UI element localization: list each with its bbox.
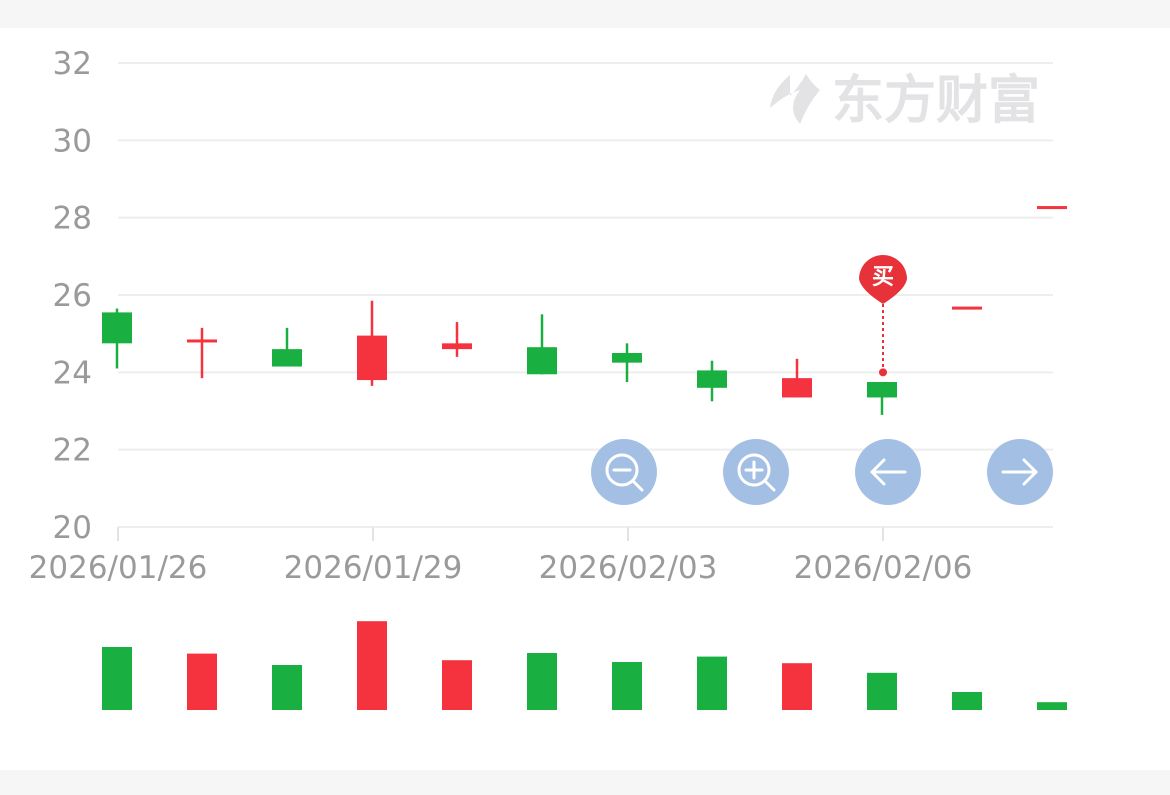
volume-bar <box>782 663 812 710</box>
volume-bar <box>952 692 982 710</box>
volume-bar <box>187 653 217 710</box>
buy-marker-dot <box>879 368 887 377</box>
x-tick-label: 2026/02/06 <box>794 550 973 586</box>
buy-marker-badge <box>859 255 907 304</box>
volume-bars <box>102 621 1067 710</box>
candle-body <box>187 339 217 343</box>
y-tick-label: 32 <box>53 46 92 82</box>
volume-bar <box>1037 702 1067 710</box>
x-tick-label: 2026/01/26 <box>29 550 208 586</box>
y-tick-label: 28 <box>53 201 92 237</box>
candle-body <box>867 382 897 398</box>
volume-bar <box>527 653 557 710</box>
prev-button[interactable] <box>855 439 921 505</box>
x-tick-label: 2026/02/03 <box>539 550 718 586</box>
candle <box>612 343 642 382</box>
candle-body <box>102 312 132 344</box>
arrow-left-icon <box>870 458 907 486</box>
candle-body <box>697 370 727 388</box>
candle-body <box>1037 206 1067 210</box>
candle <box>952 306 982 310</box>
candle <box>782 358 812 398</box>
y-tick-label: 24 <box>53 355 92 391</box>
candles <box>102 206 1067 415</box>
candle-body <box>272 349 302 367</box>
watermark: 东方财富 <box>770 71 1040 131</box>
candle <box>697 360 727 402</box>
y-tick-label: 20 <box>53 510 92 546</box>
candle <box>442 322 472 357</box>
top-bar <box>0 0 1170 28</box>
candle <box>1037 206 1067 210</box>
next-button[interactable] <box>987 439 1053 505</box>
zoom-in-icon <box>737 453 776 492</box>
volume-bar <box>867 672 897 710</box>
candle-body <box>782 378 812 398</box>
candle-body <box>527 347 557 375</box>
volume-bar <box>357 621 387 710</box>
candle <box>187 327 217 379</box>
x-axis: 2026/01/26 2026/01/29 2026/02/03 2026/02/06 <box>29 526 1053 586</box>
volume-bar <box>697 656 727 710</box>
volume-bar <box>442 660 472 710</box>
candle <box>357 300 387 386</box>
x-tick-label: 2026/01/29 <box>284 550 463 586</box>
y-tick-label: 22 <box>53 433 92 469</box>
zoom-out-icon <box>605 453 644 492</box>
watermark-text: 东方财富 <box>832 71 1040 131</box>
buy-marker-label: 买 <box>872 265 894 290</box>
chart-panel <box>0 28 1170 770</box>
candle-body <box>612 353 642 363</box>
watermark-logo-icon <box>770 74 820 124</box>
zoom-in-button[interactable] <box>723 439 789 505</box>
volume-bar <box>102 647 132 710</box>
zoom-out-button[interactable] <box>591 439 657 505</box>
candle-body <box>357 335 387 381</box>
candle <box>102 308 132 369</box>
trade-annotations: 买 <box>859 255 907 377</box>
candle <box>867 382 897 415</box>
candle-body <box>952 306 982 310</box>
candle <box>527 314 557 375</box>
y-axis: 20 22 24 26 28 30 32 <box>53 46 92 546</box>
candle-body <box>442 343 472 350</box>
bottom-bar <box>0 770 1170 795</box>
y-tick-label: 26 <box>53 278 92 314</box>
y-tick-label: 30 <box>53 123 92 159</box>
arrow-right-icon <box>1001 458 1038 486</box>
candle <box>272 327 302 367</box>
buy-marker: 买 <box>859 255 907 377</box>
volume-bar <box>272 665 302 710</box>
volume-bar <box>612 662 642 710</box>
